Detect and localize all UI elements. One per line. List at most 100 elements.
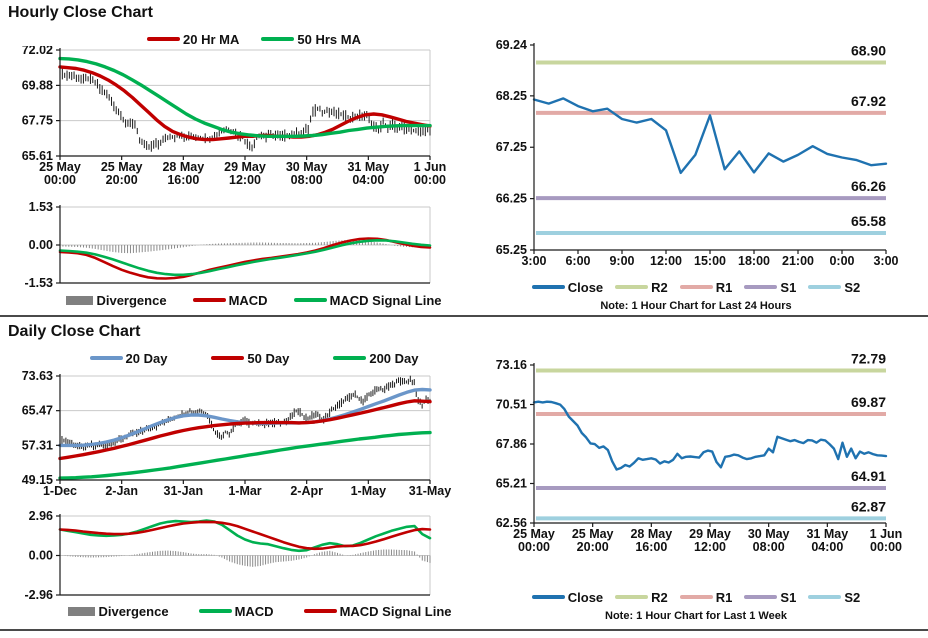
svg-text:67.75: 67.75 <box>22 114 53 128</box>
svg-text:62.87: 62.87 <box>851 498 886 514</box>
daily-sr-note: Note: 1 Hour Chart for Last 1 Week <box>605 610 787 622</box>
legend-item-s2: S2 <box>808 590 860 605</box>
svg-text:73.63: 73.63 <box>22 369 53 383</box>
svg-text:1-May: 1-May <box>351 484 386 498</box>
legend-label: S2 <box>844 589 861 605</box>
daily-macd-chart: 2.96 0.00 -2.96 <box>0 508 456 603</box>
svg-text:31 May: 31 May <box>347 160 389 174</box>
svg-text:15:00: 15:00 <box>694 254 726 268</box>
hourly-ma-legend: 20 Hr MA 50 Hrs MA <box>60 31 448 47</box>
svg-text:18:00: 18:00 <box>738 254 770 268</box>
svg-text:04:00: 04:00 <box>811 540 843 554</box>
line-swatch-icon <box>531 595 565 599</box>
svg-text:66.26: 66.26 <box>851 178 886 194</box>
daily-price-chart: 73.63 65.47 57.31 49.15 1-Dec 2-Jan 31-Jan 1-Ma… <box>0 366 456 506</box>
legend-label: MACD Signal Line <box>339 603 452 619</box>
svg-text:1 Jun: 1 Jun <box>414 160 447 174</box>
svg-text:67.86: 67.86 <box>496 437 527 451</box>
divergence-bar-icon <box>66 295 94 305</box>
legend-item-macd: MACD <box>192 293 268 308</box>
line-swatch-icon <box>333 356 367 360</box>
legend-label: Divergence <box>96 292 167 308</box>
svg-text:31-Jan: 31-Jan <box>164 484 204 498</box>
svg-text:65.58: 65.58 <box>851 213 886 229</box>
svg-text:29 May: 29 May <box>689 527 731 541</box>
svg-text:00:00: 00:00 <box>414 173 446 187</box>
legend-item-s2: S2 <box>808 280 860 295</box>
svg-text:72.02: 72.02 <box>22 46 53 57</box>
svg-text:0.00: 0.00 <box>29 549 53 563</box>
legend-label: R2 <box>651 279 668 295</box>
legend-item-r2: R2 <box>615 280 668 295</box>
svg-text:1-Dec: 1-Dec <box>43 484 77 498</box>
svg-text:68.90: 68.90 <box>851 42 886 58</box>
svg-text:64.91: 64.91 <box>851 468 886 484</box>
legend-label: R2 <box>651 589 668 605</box>
svg-text:0:00: 0:00 <box>829 254 854 268</box>
line-swatch-icon <box>744 595 778 599</box>
legend-item-20-day: 20 Day <box>89 350 168 366</box>
legend-label: Close <box>567 279 604 295</box>
legend-label: MACD Signal Line <box>329 292 442 308</box>
legend-item-macd: MACD <box>198 604 274 619</box>
svg-text:70.51: 70.51 <box>496 398 527 412</box>
divergence-bar-icon <box>68 606 96 616</box>
legend-item-divergence: Divergence <box>66 292 167 308</box>
svg-text:57.31: 57.31 <box>22 438 53 452</box>
svg-text:73.16: 73.16 <box>496 358 527 372</box>
legend-label: S1 <box>780 589 797 605</box>
svg-text:30 May: 30 May <box>286 160 328 174</box>
legend-item-s1: S1 <box>744 590 796 605</box>
svg-text:12:00: 12:00 <box>229 173 261 187</box>
legend-item-macd-signal-line: MACD Signal Line <box>303 603 452 619</box>
svg-text:68.25: 68.25 <box>496 89 527 103</box>
svg-text:00:00: 00:00 <box>44 173 76 187</box>
svg-text:25 May: 25 May <box>101 160 143 174</box>
svg-text:28 May: 28 May <box>630 527 672 541</box>
legend-item-r1: R1 <box>679 590 732 605</box>
line-swatch-icon <box>808 285 842 289</box>
svg-text:25 May: 25 May <box>513 527 555 541</box>
legend-label: 20 Day <box>125 350 168 366</box>
line-swatch-icon <box>808 595 842 599</box>
hourly-section-title: Hourly Close Chart <box>8 4 153 21</box>
svg-text:29 May: 29 May <box>224 160 266 174</box>
legend-item-r1: R1 <box>679 279 733 295</box>
svg-text:08:00: 08:00 <box>291 173 323 187</box>
svg-text:2-Apr: 2-Apr <box>290 484 323 498</box>
svg-text:00:00: 00:00 <box>518 540 550 554</box>
svg-text:65.61: 65.61 <box>22 149 53 163</box>
hourly-macd-legend: Divergence MACD MACD Signal Line <box>60 292 448 308</box>
svg-text:62.56: 62.56 <box>496 516 527 530</box>
legend-item-50-day: 50 Day <box>211 351 289 366</box>
legend-label: Divergence <box>98 603 169 619</box>
line-swatch-icon <box>192 298 226 302</box>
line-swatch-icon <box>679 595 713 599</box>
legend-item-50-hrs-ma: 50 Hrs MA <box>261 32 361 47</box>
line-swatch-icon <box>531 285 565 289</box>
svg-text:72.79: 72.79 <box>851 352 886 367</box>
svg-text:25 May: 25 May <box>572 527 614 541</box>
svg-text:16:00: 16:00 <box>635 540 667 554</box>
svg-text:1.53: 1.53 <box>29 202 53 214</box>
svg-text:20:00: 20:00 <box>106 173 138 187</box>
hourly-sr-note: Note: 1 Hour Chart for Last 24 Hours <box>600 300 792 312</box>
daily-macd-legend: Divergence MACD MACD Signal Line <box>60 603 460 619</box>
line-swatch-icon <box>89 356 123 360</box>
daily-ma-legend: 20 Day 50 Day 200 Day <box>60 350 448 366</box>
hourly-price-chart: 72.02 69.88 67.75 65.61 25 May 00:00 25 May 20:… <box>0 46 456 192</box>
svg-text:20:00: 20:00 <box>577 540 609 554</box>
legend-label: R1 <box>715 279 733 295</box>
svg-text:31 May: 31 May <box>806 527 848 541</box>
daily-sr-legend: Close R2 R1 S1 S2 <box>468 589 924 605</box>
svg-text:25 May: 25 May <box>39 160 81 174</box>
legend-item-200-day: 200 Day <box>333 351 419 366</box>
svg-text:2.96: 2.96 <box>29 509 53 523</box>
svg-text:69.88: 69.88 <box>22 78 53 92</box>
line-swatch-icon <box>615 285 649 289</box>
svg-text:0.00: 0.00 <box>29 238 53 252</box>
svg-text:31-May: 31-May <box>409 484 451 498</box>
legend-label: 20 Hr MA <box>183 31 240 47</box>
svg-text:-1.53: -1.53 <box>25 276 54 287</box>
